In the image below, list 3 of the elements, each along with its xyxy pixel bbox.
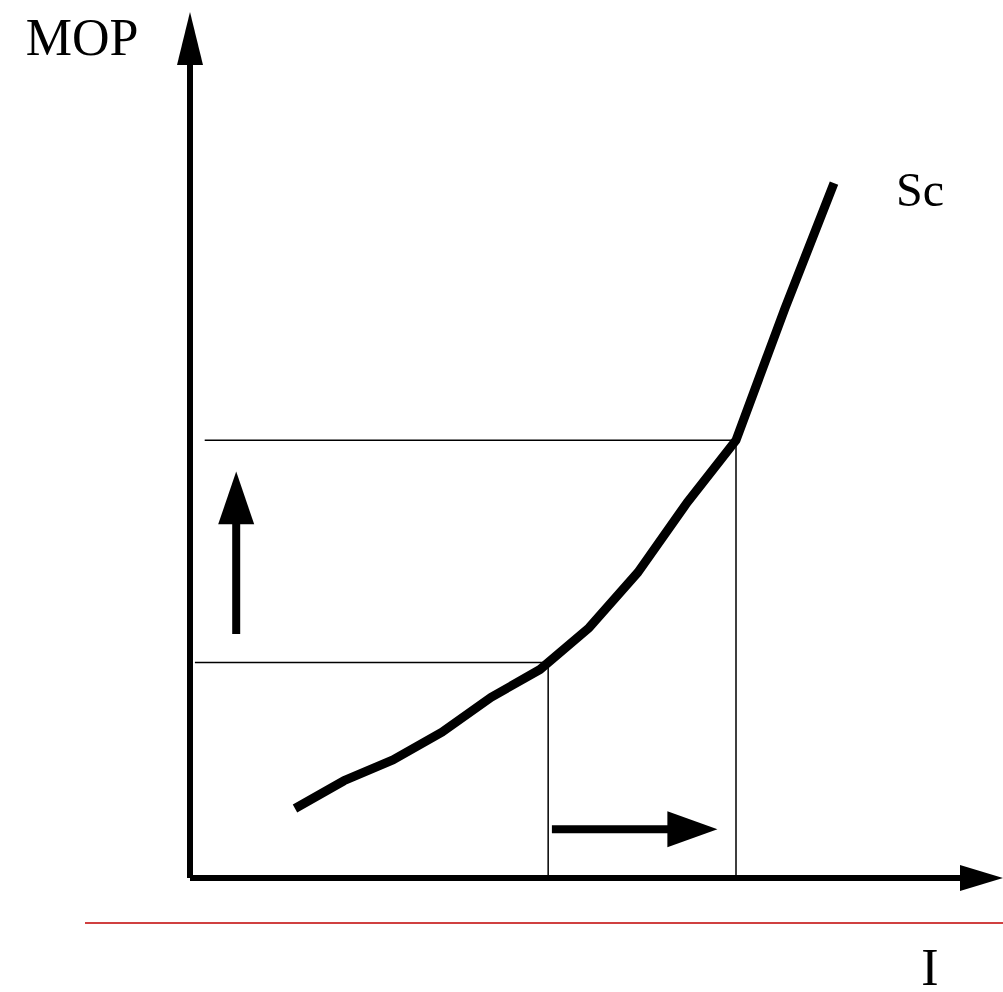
series-label: Sc (896, 163, 944, 217)
x-axis-title: I (921, 939, 939, 992)
y-axis-title: MOP (25, 9, 139, 66)
